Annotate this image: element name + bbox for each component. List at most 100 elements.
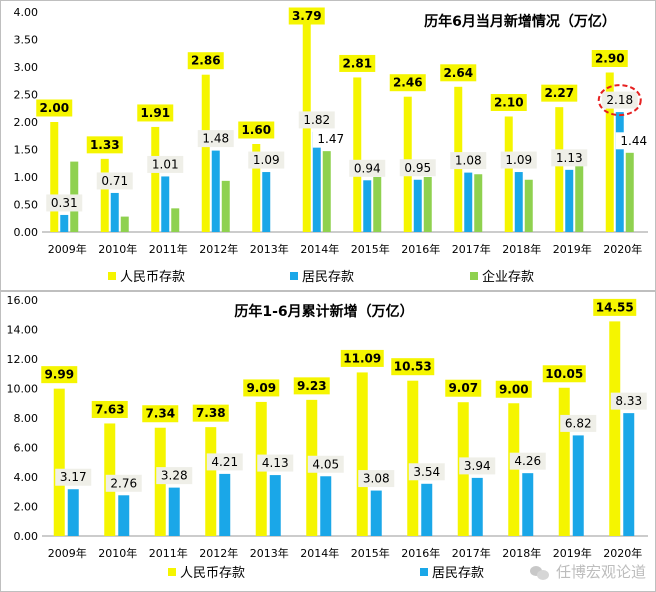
x-tick-label: 2018年 — [502, 242, 541, 256]
data-label-box — [288, 7, 325, 25]
data-label: 7.38 — [196, 406, 226, 420]
highlight-circle — [597, 84, 642, 117]
legend-swatch — [420, 568, 428, 576]
y-tick-label: 2.00 — [14, 501, 39, 514]
bar — [353, 77, 362, 232]
data-label-box — [509, 452, 546, 470]
y-tick-label: 0.00 — [14, 226, 39, 239]
data-label: 1.13 — [556, 151, 583, 165]
legend-label: 人民币存款 — [180, 566, 245, 581]
data-label-box — [391, 358, 435, 376]
data-label: 2.86 — [191, 54, 221, 68]
data-label: 3.94 — [464, 459, 491, 473]
wechat-icon — [529, 564, 550, 580]
data-label: 2.76 — [110, 476, 137, 490]
data-label-box — [147, 155, 184, 173]
bar — [168, 487, 180, 536]
bar — [558, 387, 570, 536]
data-label-box — [257, 454, 294, 472]
x-tick-label: 2010年 — [98, 242, 137, 256]
data-label-box — [389, 74, 426, 92]
bar — [161, 176, 170, 232]
data-label: 9.99 — [44, 368, 74, 382]
data-label: 2.64 — [443, 66, 473, 80]
y-tick-label: 2.50 — [14, 89, 39, 102]
data-label-box — [408, 463, 445, 481]
data-label: 1.33 — [90, 138, 120, 152]
x-tick-label: 2017年 — [452, 242, 491, 256]
data-label-box — [500, 151, 537, 169]
bar — [524, 179, 533, 232]
data-label-box — [96, 172, 133, 190]
data-label-box — [91, 400, 128, 418]
x-tick-label: 2012年 — [199, 242, 238, 256]
y-tick-label: 1.00 — [14, 171, 39, 184]
data-label: 2.90 — [595, 52, 625, 66]
data-label-box — [197, 130, 234, 148]
y-tick-label: 1.50 — [14, 144, 39, 157]
data-label: 1.48 — [202, 132, 229, 146]
chart-title: 历年1-6月累计新增（万亿） — [234, 303, 413, 320]
data-label: 2.46 — [393, 76, 423, 90]
bar — [320, 476, 332, 536]
data-label: 1.08 — [455, 154, 482, 168]
bar — [522, 473, 534, 536]
x-tick-label: 2015年 — [351, 242, 390, 256]
data-label: 7.63 — [95, 402, 125, 416]
bar — [363, 180, 372, 232]
data-label: 1.01 — [152, 157, 179, 171]
data-label-box — [55, 468, 92, 486]
data-label-box — [248, 151, 285, 169]
bar — [407, 380, 419, 536]
bar — [370, 490, 382, 536]
data-label-box — [156, 467, 193, 485]
data-label: 3.79 — [292, 9, 322, 23]
data-label-box — [137, 104, 174, 122]
data-label: 8.33 — [615, 394, 642, 408]
x-tick-label: 2019年 — [553, 546, 592, 560]
bar — [100, 158, 109, 232]
data-label-box — [495, 380, 532, 398]
data-label: 9.09 — [246, 381, 276, 395]
data-label-box — [298, 111, 335, 129]
bar — [60, 214, 69, 232]
x-tick-label: 2020年 — [603, 242, 642, 256]
x-tick-label: 2014年 — [300, 242, 339, 256]
chart-title: 历年6月当月新增情况（万亿） — [424, 13, 616, 30]
bar — [171, 208, 180, 232]
data-label-box — [293, 377, 330, 395]
data-label-box — [312, 130, 349, 148]
y-tick-label: 10.00 — [7, 383, 39, 396]
data-label: 0.31 — [51, 196, 78, 210]
y-tick-label: 6.00 — [14, 442, 39, 455]
x-tick-label: 2013年 — [250, 546, 289, 560]
bar — [572, 435, 584, 536]
y-tick-label: 3.00 — [14, 61, 39, 74]
x-tick-label: 2009年 — [48, 242, 87, 256]
x-tick-label: 2010年 — [98, 546, 137, 560]
bar — [474, 174, 483, 232]
bar — [471, 477, 483, 536]
bar — [421, 483, 433, 536]
data-label: 4.05 — [312, 457, 339, 471]
bar — [67, 489, 79, 536]
data-label-box — [459, 457, 496, 475]
data-label: 1.91 — [140, 106, 170, 120]
data-label: 2.18 — [606, 93, 633, 107]
data-label: 4.21 — [211, 455, 238, 469]
legend-label: 居民存款 — [302, 270, 354, 285]
data-label: 11.09 — [343, 351, 381, 365]
y-tick-label: 14.00 — [7, 324, 39, 337]
legend-swatch — [470, 272, 478, 280]
bar — [219, 473, 231, 536]
y-tick-label: 0.00 — [14, 530, 39, 543]
x-tick-label: 2016年 — [401, 546, 440, 560]
bar — [262, 172, 271, 232]
bar — [120, 216, 129, 232]
data-label: 1.47 — [317, 132, 344, 146]
data-label: 1.09 — [505, 153, 532, 167]
bar — [423, 177, 432, 232]
x-tick-label: 2016年 — [401, 242, 440, 256]
x-tick-label: 2018年 — [502, 546, 541, 560]
